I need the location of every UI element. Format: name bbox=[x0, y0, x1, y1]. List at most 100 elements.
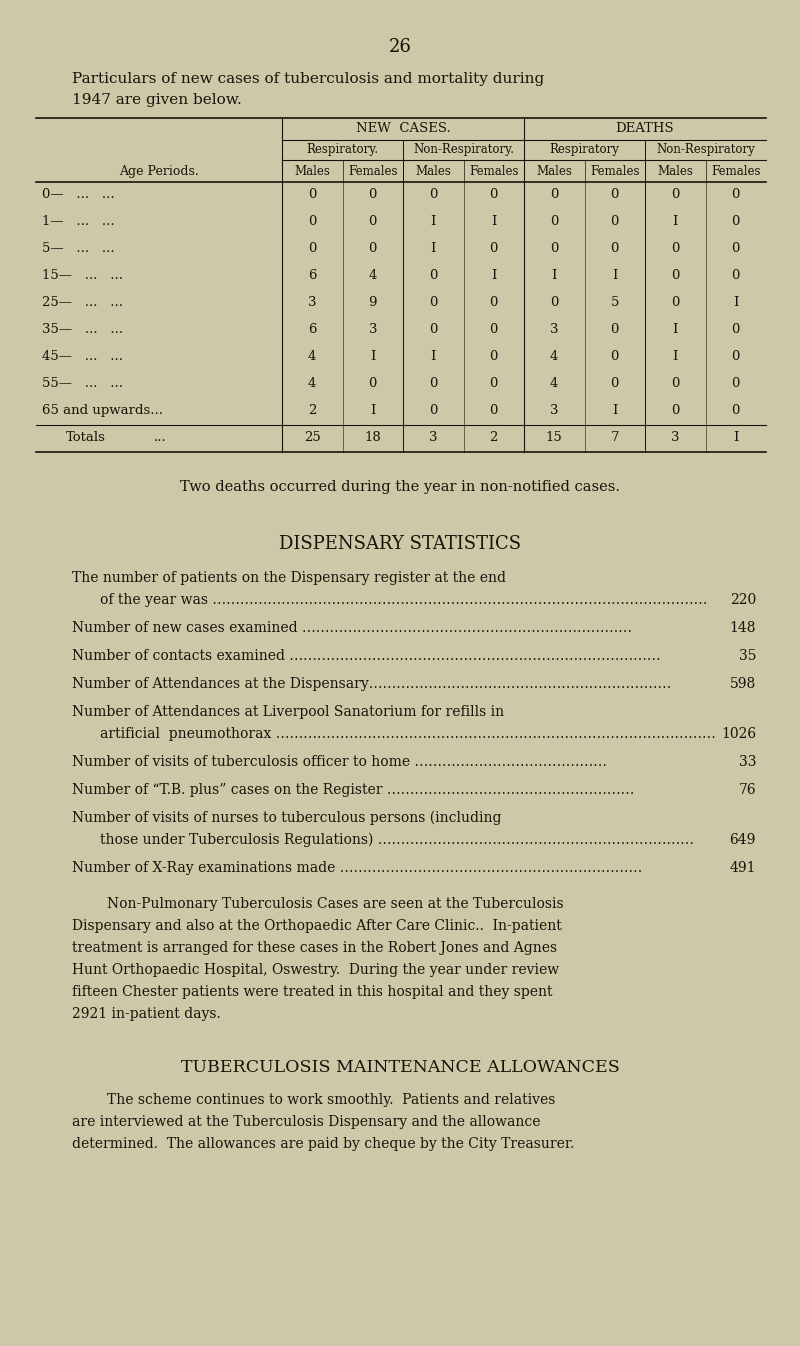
Text: Number of visits of nurses to tuberculous persons (including: Number of visits of nurses to tuberculou… bbox=[72, 812, 502, 825]
Text: Two deaths occurred during the year in non-notified cases.: Two deaths occurred during the year in n… bbox=[180, 481, 620, 494]
Text: 0: 0 bbox=[610, 350, 619, 363]
Text: Number of visits of tuberculosis officer to home ……………………………………: Number of visits of tuberculosis officer… bbox=[72, 755, 607, 769]
Text: of the year was ………………………………………………………………………………………………: of the year was ………………………………………………………………… bbox=[100, 594, 707, 607]
Text: 148: 148 bbox=[730, 621, 756, 635]
Text: 3: 3 bbox=[671, 431, 679, 444]
Text: 598: 598 bbox=[730, 677, 756, 690]
Text: 491: 491 bbox=[730, 861, 756, 875]
Text: 0: 0 bbox=[490, 188, 498, 201]
Text: 0: 0 bbox=[429, 377, 438, 390]
Text: 0: 0 bbox=[429, 188, 438, 201]
Text: I: I bbox=[612, 269, 618, 283]
Text: 6: 6 bbox=[308, 323, 317, 336]
Text: TUBERCULOSIS MAINTENANCE ALLOWANCES: TUBERCULOSIS MAINTENANCE ALLOWANCES bbox=[181, 1059, 619, 1075]
Text: 0: 0 bbox=[429, 404, 438, 417]
Text: Number of Attendances at Liverpool Sanatorium for refills in: Number of Attendances at Liverpool Sanat… bbox=[72, 705, 504, 719]
Text: I: I bbox=[430, 350, 436, 363]
Text: 3: 3 bbox=[369, 323, 377, 336]
Text: 0: 0 bbox=[308, 215, 317, 227]
Text: I: I bbox=[491, 269, 497, 283]
Text: 35: 35 bbox=[738, 649, 756, 664]
Text: Non-Pulmonary Tuberculosis Cases are seen at the Tuberculosis: Non-Pulmonary Tuberculosis Cases are see… bbox=[72, 896, 564, 911]
Text: 0: 0 bbox=[490, 350, 498, 363]
Text: 0: 0 bbox=[731, 350, 740, 363]
Text: 26: 26 bbox=[389, 38, 411, 57]
Text: 3: 3 bbox=[550, 323, 558, 336]
Text: 2: 2 bbox=[490, 431, 498, 444]
Text: 0: 0 bbox=[429, 323, 438, 336]
Text: Non-Respiratory.: Non-Respiratory. bbox=[413, 143, 514, 156]
Text: Respiratory: Respiratory bbox=[550, 143, 619, 156]
Text: fifteen Chester patients were treated in this hospital and they spent: fifteen Chester patients were treated in… bbox=[72, 985, 553, 999]
Text: 7: 7 bbox=[610, 431, 619, 444]
Text: 0: 0 bbox=[429, 269, 438, 283]
Text: 2921 in-patient days.: 2921 in-patient days. bbox=[72, 1007, 221, 1022]
Text: Females: Females bbox=[348, 166, 398, 178]
Text: 0—   ...   ...: 0— ... ... bbox=[42, 188, 114, 201]
Text: 5—   ...   ...: 5— ... ... bbox=[42, 242, 114, 254]
Text: I: I bbox=[612, 404, 618, 417]
Text: 65 and upwards...: 65 and upwards... bbox=[42, 404, 163, 417]
Text: 6: 6 bbox=[308, 269, 317, 283]
Text: 0: 0 bbox=[550, 296, 558, 310]
Text: DISPENSARY STATISTICS: DISPENSARY STATISTICS bbox=[279, 534, 521, 553]
Text: The scheme continues to work smoothly.  Patients and relatives: The scheme continues to work smoothly. P… bbox=[72, 1093, 555, 1106]
Text: 0: 0 bbox=[490, 404, 498, 417]
Text: 0: 0 bbox=[610, 242, 619, 254]
Text: Males: Males bbox=[415, 166, 451, 178]
Text: 1026: 1026 bbox=[721, 727, 756, 742]
Text: 15—   ...   ...: 15— ... ... bbox=[42, 269, 123, 283]
Text: artificial  pneumothorax ……………………………………………………………………………………: artificial pneumothorax …………………………………………… bbox=[100, 727, 716, 742]
Text: 76: 76 bbox=[738, 783, 756, 797]
Text: 0: 0 bbox=[369, 215, 377, 227]
Text: I: I bbox=[733, 431, 738, 444]
Text: 1—   ...   ...: 1— ... ... bbox=[42, 215, 114, 227]
Text: 0: 0 bbox=[731, 377, 740, 390]
Text: 55—   ...   ...: 55— ... ... bbox=[42, 377, 123, 390]
Text: Number of new cases examined ………………………………………………………………: Number of new cases examined ……………………………… bbox=[72, 621, 632, 635]
Text: 0: 0 bbox=[671, 404, 679, 417]
Text: 0: 0 bbox=[308, 242, 317, 254]
Text: Number of “T.B. plus” cases on the Register ………………………………………………: Number of “T.B. plus” cases on the Regis… bbox=[72, 783, 634, 797]
Text: 0: 0 bbox=[610, 188, 619, 201]
Text: Number of Attendances at the Dispensary…………………………………………………………: Number of Attendances at the Dispensary…… bbox=[72, 677, 671, 690]
Text: 0: 0 bbox=[490, 242, 498, 254]
Text: I: I bbox=[430, 215, 436, 227]
Text: I: I bbox=[673, 323, 678, 336]
Text: 220: 220 bbox=[730, 594, 756, 607]
Text: 0: 0 bbox=[731, 323, 740, 336]
Text: Males: Males bbox=[658, 166, 693, 178]
Text: 45—   ...   ...: 45— ... ... bbox=[42, 350, 123, 363]
Text: 0: 0 bbox=[671, 188, 679, 201]
Text: ...: ... bbox=[154, 431, 166, 444]
Text: Males: Males bbox=[294, 166, 330, 178]
Text: Particulars of new cases of tuberculosis and mortality during: Particulars of new cases of tuberculosis… bbox=[72, 71, 544, 86]
Text: 15: 15 bbox=[546, 431, 562, 444]
Text: 0: 0 bbox=[610, 377, 619, 390]
Text: DEATHS: DEATHS bbox=[616, 122, 674, 135]
Text: 0: 0 bbox=[308, 188, 317, 201]
Text: 0: 0 bbox=[369, 377, 377, 390]
Text: 0: 0 bbox=[671, 242, 679, 254]
Text: Age Periods.: Age Periods. bbox=[119, 166, 199, 178]
Text: 0: 0 bbox=[610, 323, 619, 336]
Text: The number of patients on the Dispensary register at the end: The number of patients on the Dispensary… bbox=[72, 571, 506, 586]
Text: 0: 0 bbox=[550, 242, 558, 254]
Text: 5: 5 bbox=[610, 296, 619, 310]
Text: 35—   ...   ...: 35— ... ... bbox=[42, 323, 123, 336]
Text: 0: 0 bbox=[610, 215, 619, 227]
Text: 4: 4 bbox=[308, 350, 317, 363]
Text: 9: 9 bbox=[369, 296, 377, 310]
Text: treatment is arranged for these cases in the Robert Jones and Agnes: treatment is arranged for these cases in… bbox=[72, 941, 557, 956]
Text: I: I bbox=[430, 242, 436, 254]
Text: determined.  The allowances are paid by cheque by the City Treasurer.: determined. The allowances are paid by c… bbox=[72, 1137, 574, 1151]
Text: 0: 0 bbox=[731, 269, 740, 283]
Text: 4: 4 bbox=[308, 377, 317, 390]
Text: Non-Respiratory: Non-Respiratory bbox=[656, 143, 755, 156]
Text: I: I bbox=[551, 269, 557, 283]
Text: 2: 2 bbox=[308, 404, 317, 417]
Text: I: I bbox=[733, 296, 738, 310]
Text: 4: 4 bbox=[369, 269, 377, 283]
Text: 0: 0 bbox=[550, 188, 558, 201]
Text: Hunt Orthopaedic Hospital, Oswestry.  During the year under review: Hunt Orthopaedic Hospital, Oswestry. Dur… bbox=[72, 962, 559, 977]
